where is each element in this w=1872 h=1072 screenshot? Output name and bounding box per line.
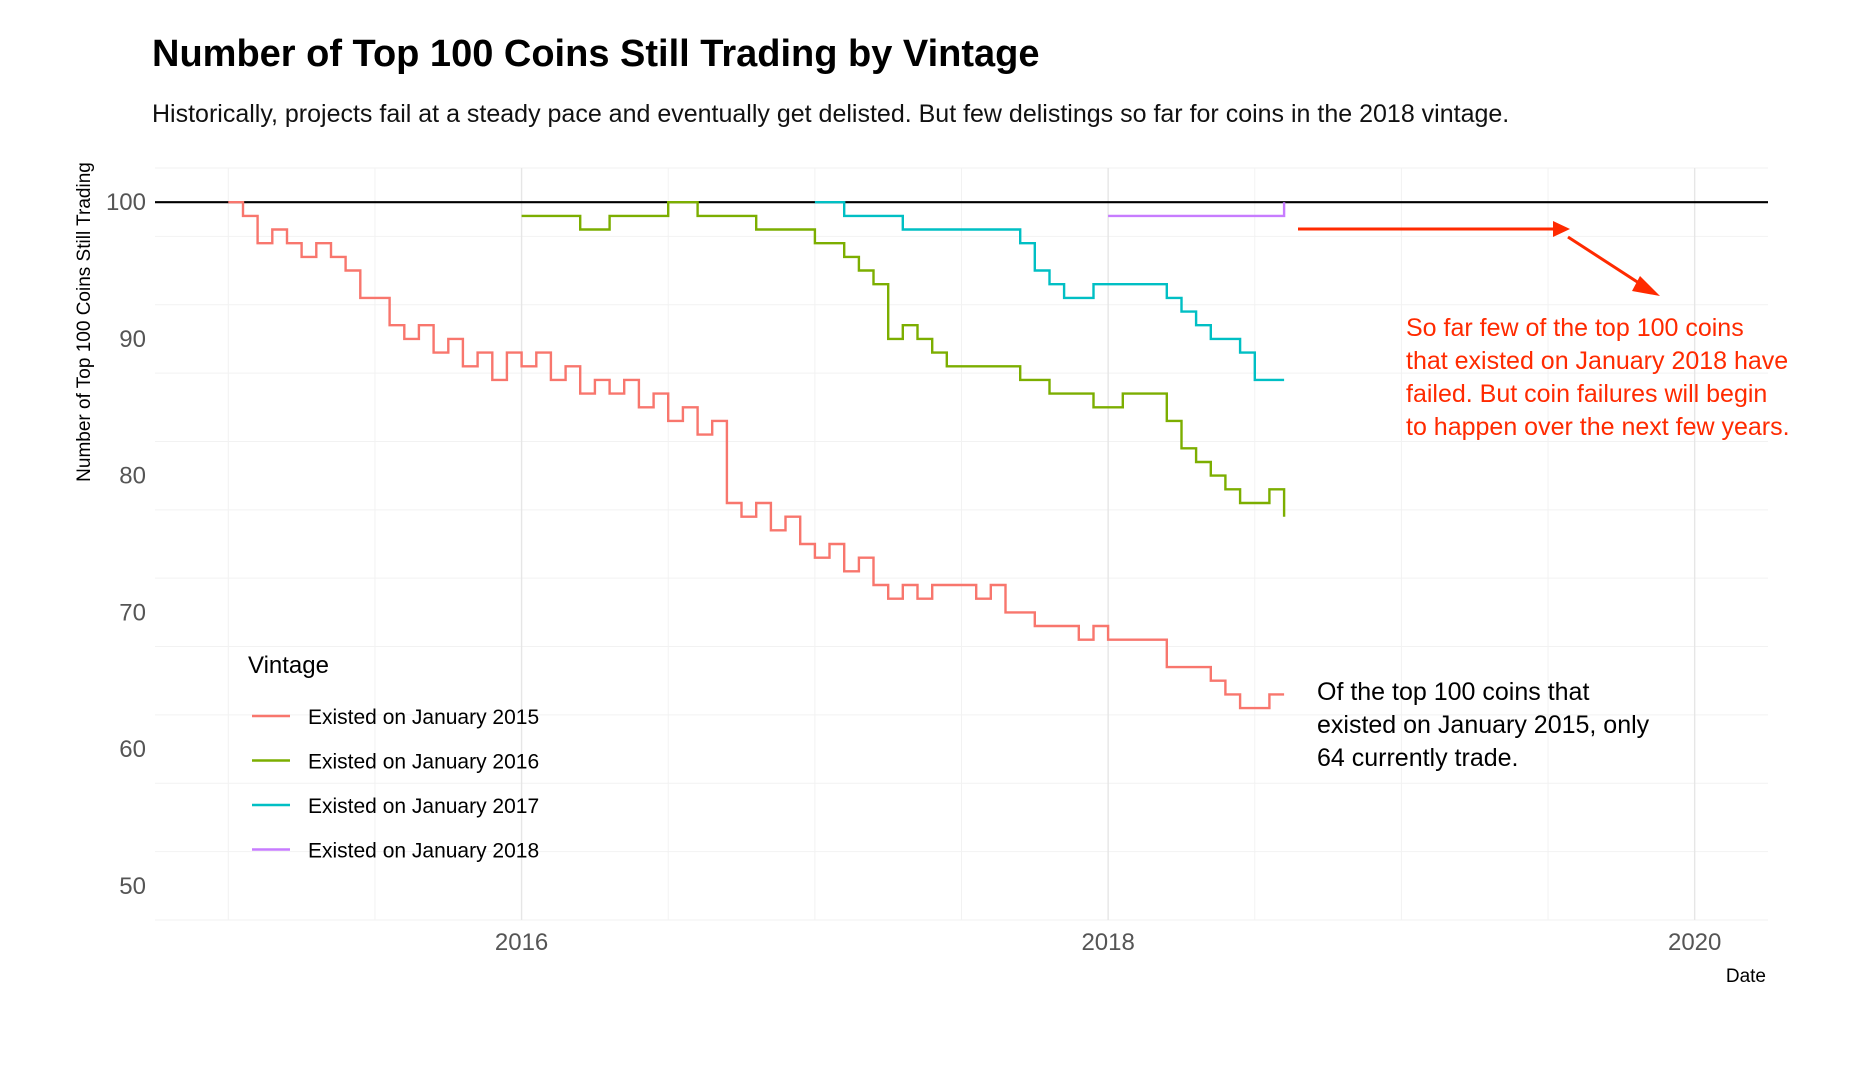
y-tick-label: 100 <box>106 189 146 216</box>
annotations: So far few of the top 100 coins that exis… <box>1298 221 1790 772</box>
annotation-line: that existed on January 2018 have <box>1406 347 1788 375</box>
series-group <box>228 201 1286 710</box>
red-arrowhead-horizontal <box>1553 221 1570 237</box>
x-tick-label: 2018 <box>1081 929 1134 956</box>
series-line-1 <box>521 201 1286 517</box>
y-tick-label: 50 <box>119 873 146 900</box>
series-line-0 <box>228 201 1285 710</box>
annotation-line: existed on January 2015, only <box>1317 711 1650 739</box>
legend-title: Vintage <box>248 652 329 679</box>
annotation-line: 64 currently trade. <box>1317 744 1519 772</box>
annotation-2015-vintage: Of the top 100 coins that existed on Janu… <box>1317 678 1650 772</box>
legend-label: Existed on January 2018 <box>308 840 539 863</box>
legend-label: Existed on January 2015 <box>308 706 539 729</box>
y-tick-label: 70 <box>119 599 146 626</box>
y-axis-ticks: 50 60 70 80 90 100 <box>106 189 146 900</box>
legend-label: Existed on January 2016 <box>308 751 539 774</box>
chart-subtitle: Historically, projects fail at a steady … <box>152 100 1509 128</box>
series-line-3 <box>1108 202 1286 218</box>
x-tick-label: 2016 <box>495 929 548 956</box>
y-tick-label: 60 <box>119 736 146 763</box>
red-arrowhead-diagonal <box>1632 276 1660 296</box>
annotation-line: failed. But coin failures will begin <box>1406 380 1767 408</box>
annotation-line: So far few of the top 100 coins <box>1406 314 1744 342</box>
x-axis-ticks: 2016 2018 2020 <box>495 929 1721 956</box>
series-line-2 <box>814 201 1285 382</box>
x-tick-label: 2020 <box>1668 929 1721 956</box>
grid <box>155 167 1768 921</box>
chart-title: Number of Top 100 Coins Still Trading by… <box>152 33 1040 75</box>
y-tick-label: 80 <box>119 463 146 490</box>
y-axis-label: Number of Top 100 Coins Still Trading <box>74 162 95 482</box>
annotation-line: Of the top 100 coins that <box>1317 678 1589 706</box>
legend-label: Existed on January 2017 <box>308 795 539 818</box>
annotation-line: to happen over the next few years. <box>1406 413 1790 441</box>
legend: Vintage Existed on January 2015 Existed o… <box>248 652 539 863</box>
x-axis-label: Date <box>1726 966 1766 987</box>
y-tick-label: 90 <box>119 326 146 353</box>
annotation-2018-vintage: So far few of the top 100 coins that exis… <box>1406 314 1790 441</box>
red-arrow-diagonal <box>1567 235 1643 287</box>
